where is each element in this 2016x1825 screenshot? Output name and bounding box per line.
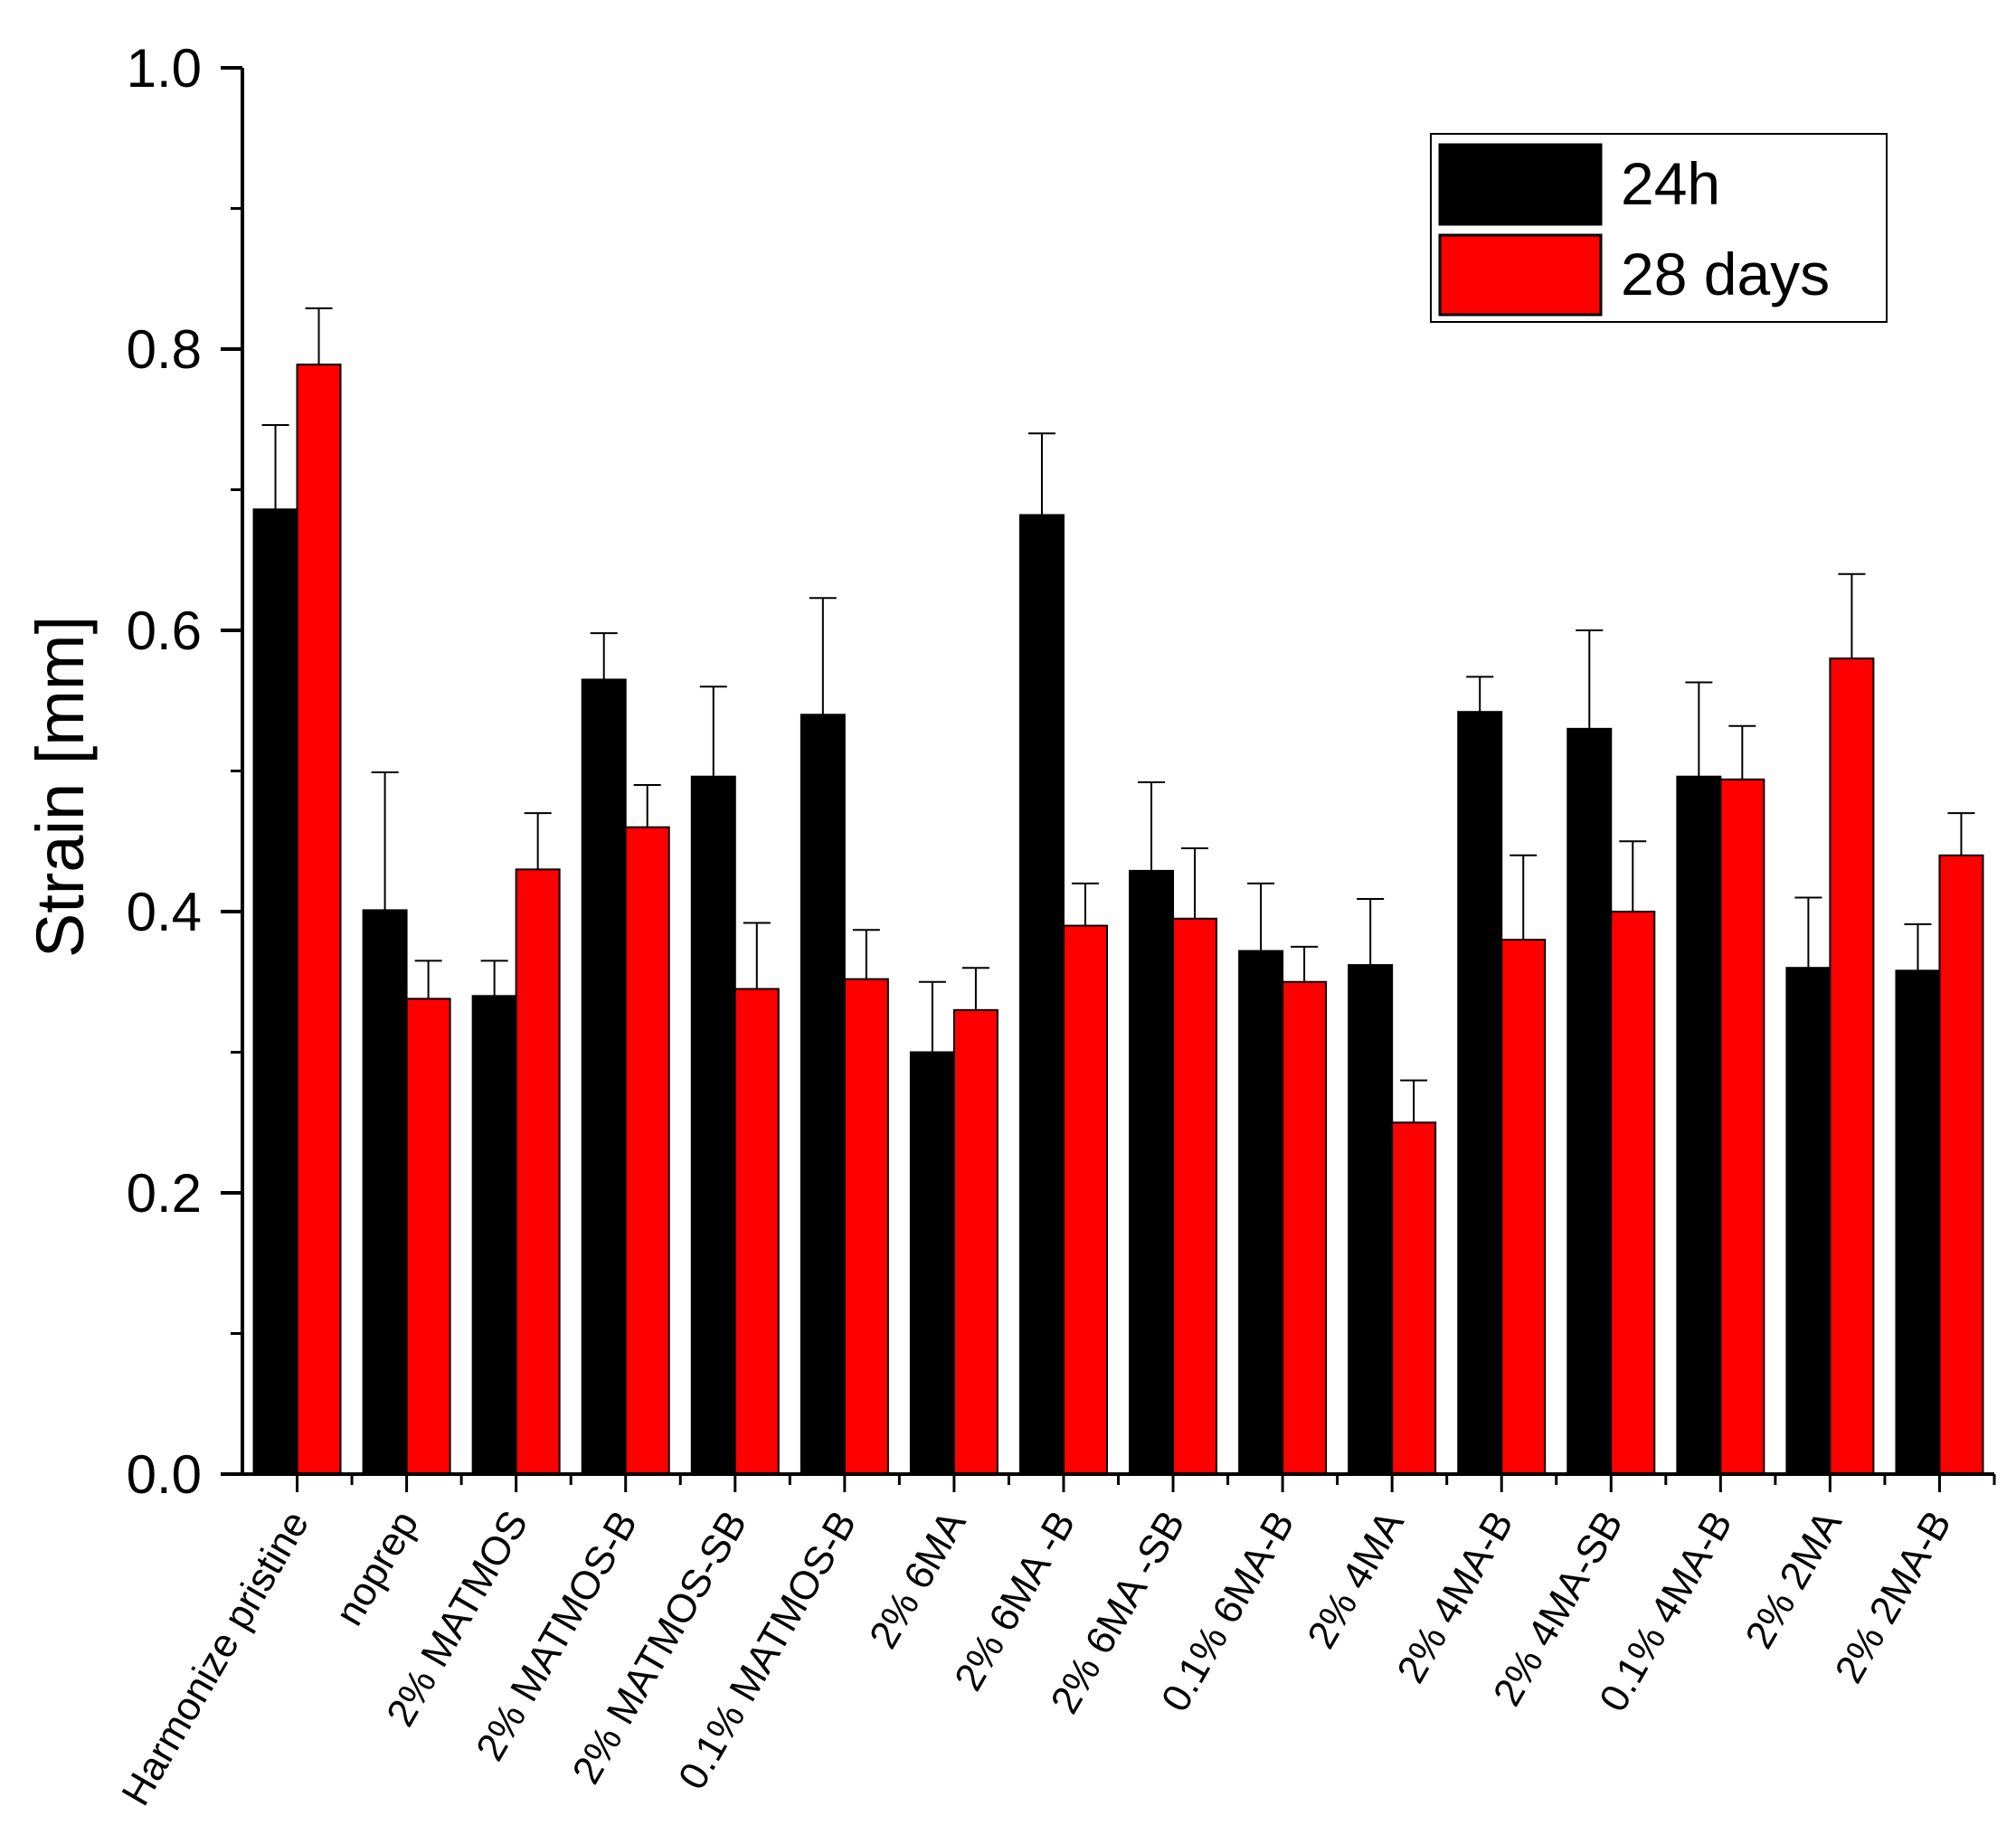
bar-28d-5	[843, 978, 889, 1475]
bar-28d-15	[1938, 854, 1984, 1475]
y-tick-label-2: 0.4	[127, 882, 202, 942]
bar-24h-9	[1238, 950, 1284, 1476]
bar-28d-2	[515, 868, 561, 1475]
bar-28d-10	[1391, 1121, 1437, 1475]
bars-group	[252, 364, 1984, 1476]
y-axis-label: Strain [mm]	[23, 616, 98, 958]
bar-28d-1	[405, 998, 451, 1476]
bar-28d-4	[734, 988, 780, 1475]
bar-28d-13	[1719, 778, 1765, 1475]
x-tick-label-10: 2% 4MA	[1299, 1503, 1413, 1656]
legend-swatch-24h	[1438, 143, 1603, 226]
bar-28d-3	[624, 826, 670, 1475]
legend-swatch-28d	[1438, 233, 1603, 317]
bar-24h-13	[1676, 775, 1722, 1475]
legend-label-24h: 24h	[1621, 150, 1720, 217]
y-tick-label-3: 0.6	[127, 600, 202, 661]
bar-24h-11	[1457, 711, 1503, 1475]
bar-24h-10	[1348, 964, 1394, 1475]
bar-28d-9	[1282, 980, 1328, 1475]
bar-28d-8	[1172, 917, 1218, 1475]
x-tick-label-14: 2% 2MA	[1737, 1503, 1850, 1656]
bar-28d-11	[1500, 939, 1547, 1475]
bar-24h-0	[252, 508, 298, 1475]
bar-24h-8	[1129, 869, 1175, 1475]
bar-24h-14	[1785, 967, 1831, 1475]
legend-label-28d: 28 days	[1621, 241, 1830, 307]
y-tick-label-5: 1.0	[127, 38, 202, 99]
bar-24h-6	[909, 1051, 955, 1475]
bar-28d-0	[296, 364, 342, 1476]
bar-24h-3	[581, 678, 627, 1475]
bar-24h-2	[471, 995, 517, 1476]
bar-28d-6	[952, 1008, 999, 1475]
x-tick-label-1: noprep	[327, 1504, 427, 1633]
bar-28d-14	[1829, 657, 1875, 1475]
x-tick-label-0: Harmonize pristine	[113, 1504, 317, 1813]
y-tick-label-1: 0.2	[127, 1163, 202, 1224]
y-tick-label-4: 0.8	[127, 319, 202, 380]
legend: 24h 28 days	[1430, 133, 1888, 323]
y-tick-label-0: 0.0	[127, 1444, 202, 1505]
bar-28d-12	[1610, 911, 1656, 1475]
x-tick-label-6: 2% 6MA	[861, 1503, 975, 1656]
bar-24h-12	[1566, 727, 1613, 1475]
bar-24h-5	[800, 714, 846, 1475]
y-ticks-group: 0.0 0.2 0.4 0.6 0.8 1.0	[127, 38, 242, 1505]
bar-28d-7	[1062, 924, 1108, 1475]
error-bars-group	[261, 307, 1975, 1123]
bar-24h-1	[362, 909, 408, 1475]
bar-24h-4	[690, 775, 736, 1475]
bar-24h-15	[1895, 969, 1941, 1476]
bar-24h-7	[1018, 514, 1065, 1475]
